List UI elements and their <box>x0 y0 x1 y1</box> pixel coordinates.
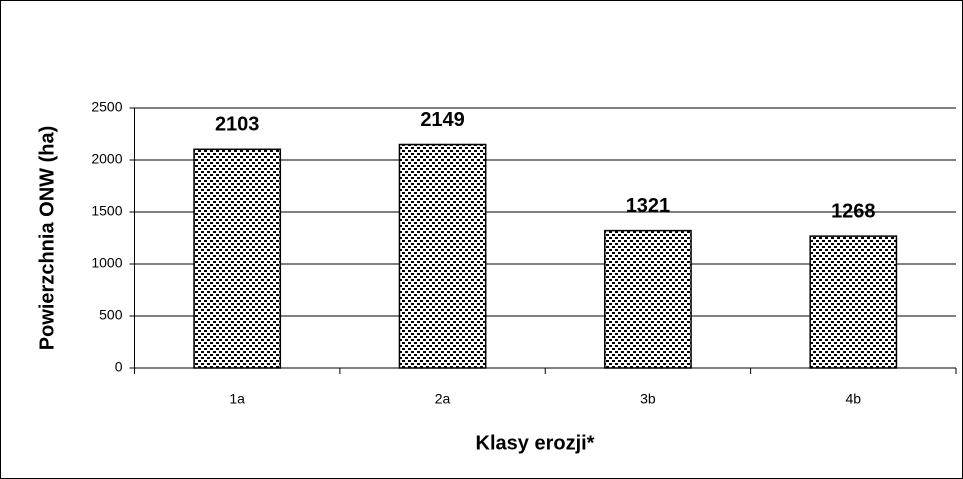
x-axis-title: Klasy erozji* <box>476 432 595 454</box>
data-label: 1321 <box>626 195 671 217</box>
y-axis-title: Powierzchnia ONW (ha) <box>36 126 58 350</box>
y-tick-label: 1000 <box>91 255 122 271</box>
bar <box>604 229 692 369</box>
bar <box>398 143 487 369</box>
data-label: 2149 <box>420 109 465 131</box>
y-tick-label: 1500 <box>91 203 122 219</box>
y-tick-label: 2000 <box>91 151 122 167</box>
x-tick-label: 4b <box>846 391 862 407</box>
y-tick-label: 500 <box>99 307 123 323</box>
x-tick-label: 3b <box>640 391 656 407</box>
data-label: 1268 <box>831 200 876 222</box>
x-tick-label: 2a <box>435 391 451 407</box>
x-tick-label: 1a <box>229 391 245 407</box>
y-tick-label: 0 <box>115 359 123 375</box>
y-tick-label: 2500 <box>91 99 122 115</box>
bar <box>193 148 282 369</box>
bar <box>809 235 898 369</box>
data-label: 2103 <box>215 114 260 136</box>
